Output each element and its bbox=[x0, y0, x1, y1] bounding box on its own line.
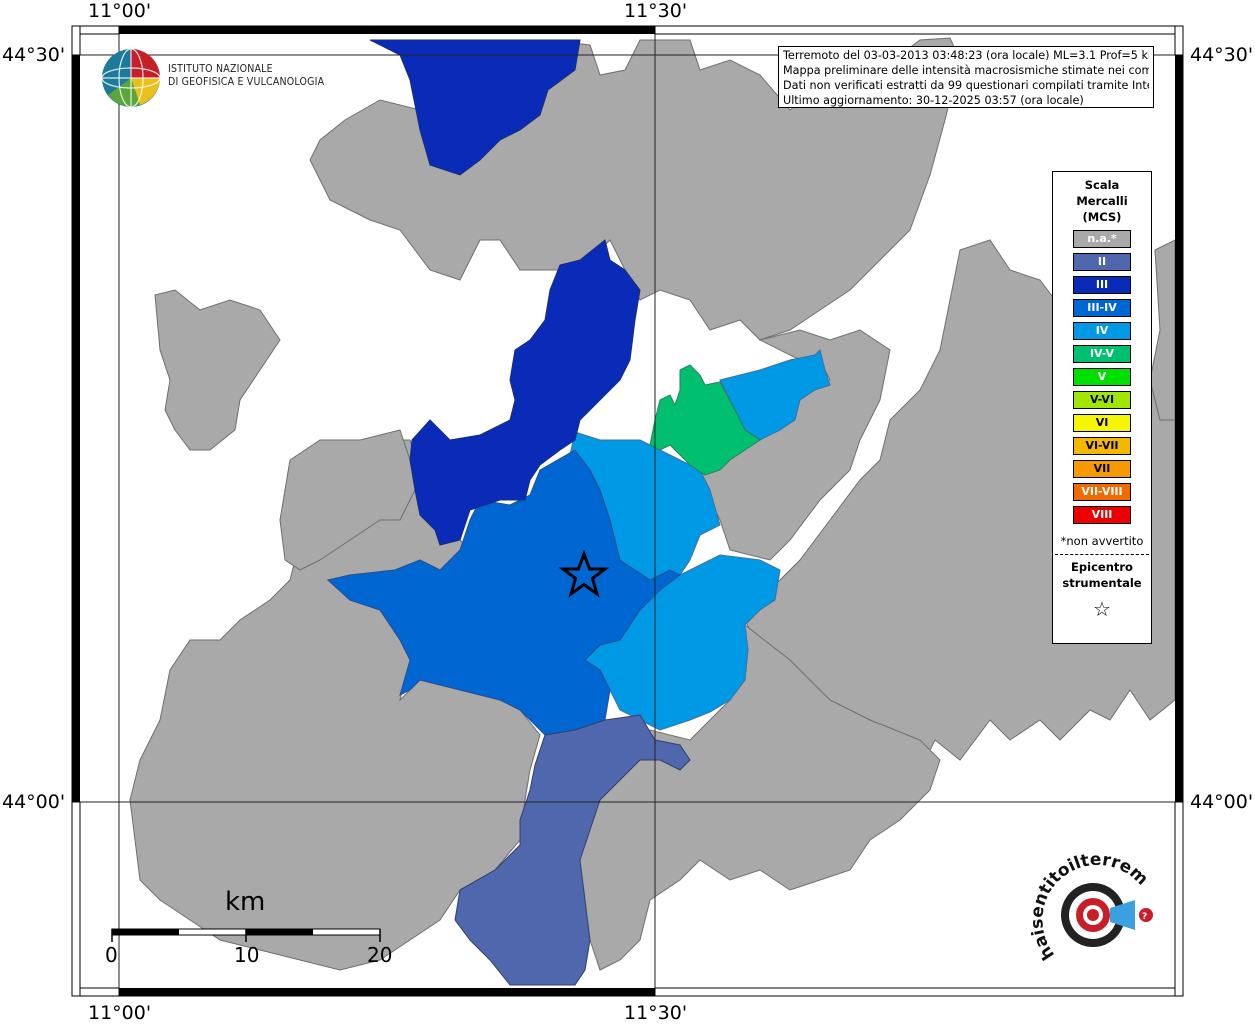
longitude-label-top-right: 11°30' bbox=[624, 0, 688, 22]
legend-swatch: n.a.* bbox=[1073, 230, 1131, 248]
legend-swatch: VII-VIII bbox=[1073, 483, 1131, 501]
longitude-label-bottom-right: 11°30' bbox=[624, 1002, 688, 1024]
legend-swatch: VII bbox=[1073, 460, 1131, 478]
region-intensity-iii-iv bbox=[326, 449, 681, 736]
scale-tick-label: 10 bbox=[234, 943, 260, 967]
info-line: Ultimo aggiornamento: 30-12-2025 03:57 (… bbox=[783, 94, 1084, 107]
legend-swatch: II bbox=[1073, 253, 1131, 271]
info-line: Mappa preliminare delle intensità macros… bbox=[783, 64, 1149, 77]
legend-swatch: V-VI bbox=[1073, 391, 1131, 409]
legend-swatch: III-IV bbox=[1073, 299, 1131, 317]
legend-divider bbox=[1055, 554, 1149, 555]
region-not-available bbox=[129, 37, 1176, 971]
legend-swatch: IV-V bbox=[1073, 345, 1131, 363]
region-intensity-iii bbox=[369, 39, 641, 546]
map-frame bbox=[71, 25, 1184, 997]
scale-unit-label: km bbox=[225, 887, 266, 917]
longitude-label-bottom-left: 11°00' bbox=[88, 1002, 152, 1024]
legend-swatch: IV bbox=[1073, 322, 1131, 340]
latitude-label-right-top: 44°30' bbox=[1190, 44, 1254, 66]
epicenter-label: Epicentro strumentale bbox=[1062, 560, 1142, 590]
svg-text:?: ? bbox=[1142, 912, 1147, 922]
legend-swatch: V bbox=[1073, 368, 1131, 386]
legend-star-icon: ☆ bbox=[1093, 597, 1111, 621]
scale-bar bbox=[111, 928, 381, 942]
info-line: Dati non verificati estratti da 99 quest… bbox=[783, 79, 1149, 92]
region-intensity-ii bbox=[454, 714, 691, 986]
latitude-label-left-bottom: 44°00' bbox=[2, 791, 66, 813]
legend-swatch: III bbox=[1073, 276, 1131, 294]
legend-note: *non avvertito bbox=[1060, 534, 1144, 548]
legend-swatch: VIII bbox=[1073, 506, 1131, 524]
earthquake-info-box: Terremoto del 03-03-2013 03:48:23 (ora l… bbox=[778, 46, 1154, 108]
legend-swatches: n.a.* II III III-IV IV IV-V V V-VI VI VI-VII VII VI… bbox=[1053, 230, 1151, 524]
institute-name: ISTITUTO NAZIONALE DI GEOFISICA E VULCAN… bbox=[168, 63, 325, 88]
ingv-logo-icon bbox=[101, 48, 161, 108]
epicenter-star-icon bbox=[558, 549, 610, 598]
intensity-legend: Scala Mercalli (MCS) n.a.* II III III-IV IV I… bbox=[1052, 171, 1152, 644]
legend-title: Scala Mercalli (MCS) bbox=[1076, 178, 1128, 224]
scale-tick-label: 20 bbox=[367, 943, 393, 967]
scale-tick-label: 0 bbox=[105, 943, 118, 967]
latitude-label-right-bottom: 44°00' bbox=[1190, 791, 1254, 813]
legend-swatch: VI bbox=[1073, 414, 1131, 432]
longitude-label-top-left: 11°00' bbox=[88, 0, 152, 22]
legend-swatch: VI-VII bbox=[1073, 437, 1131, 455]
info-line: Terremoto del 03-03-2013 03:48:23 (ora l… bbox=[783, 49, 1149, 62]
latitude-label-left-top: 44°30' bbox=[2, 44, 66, 66]
region-intensity-iv-v bbox=[649, 364, 761, 476]
